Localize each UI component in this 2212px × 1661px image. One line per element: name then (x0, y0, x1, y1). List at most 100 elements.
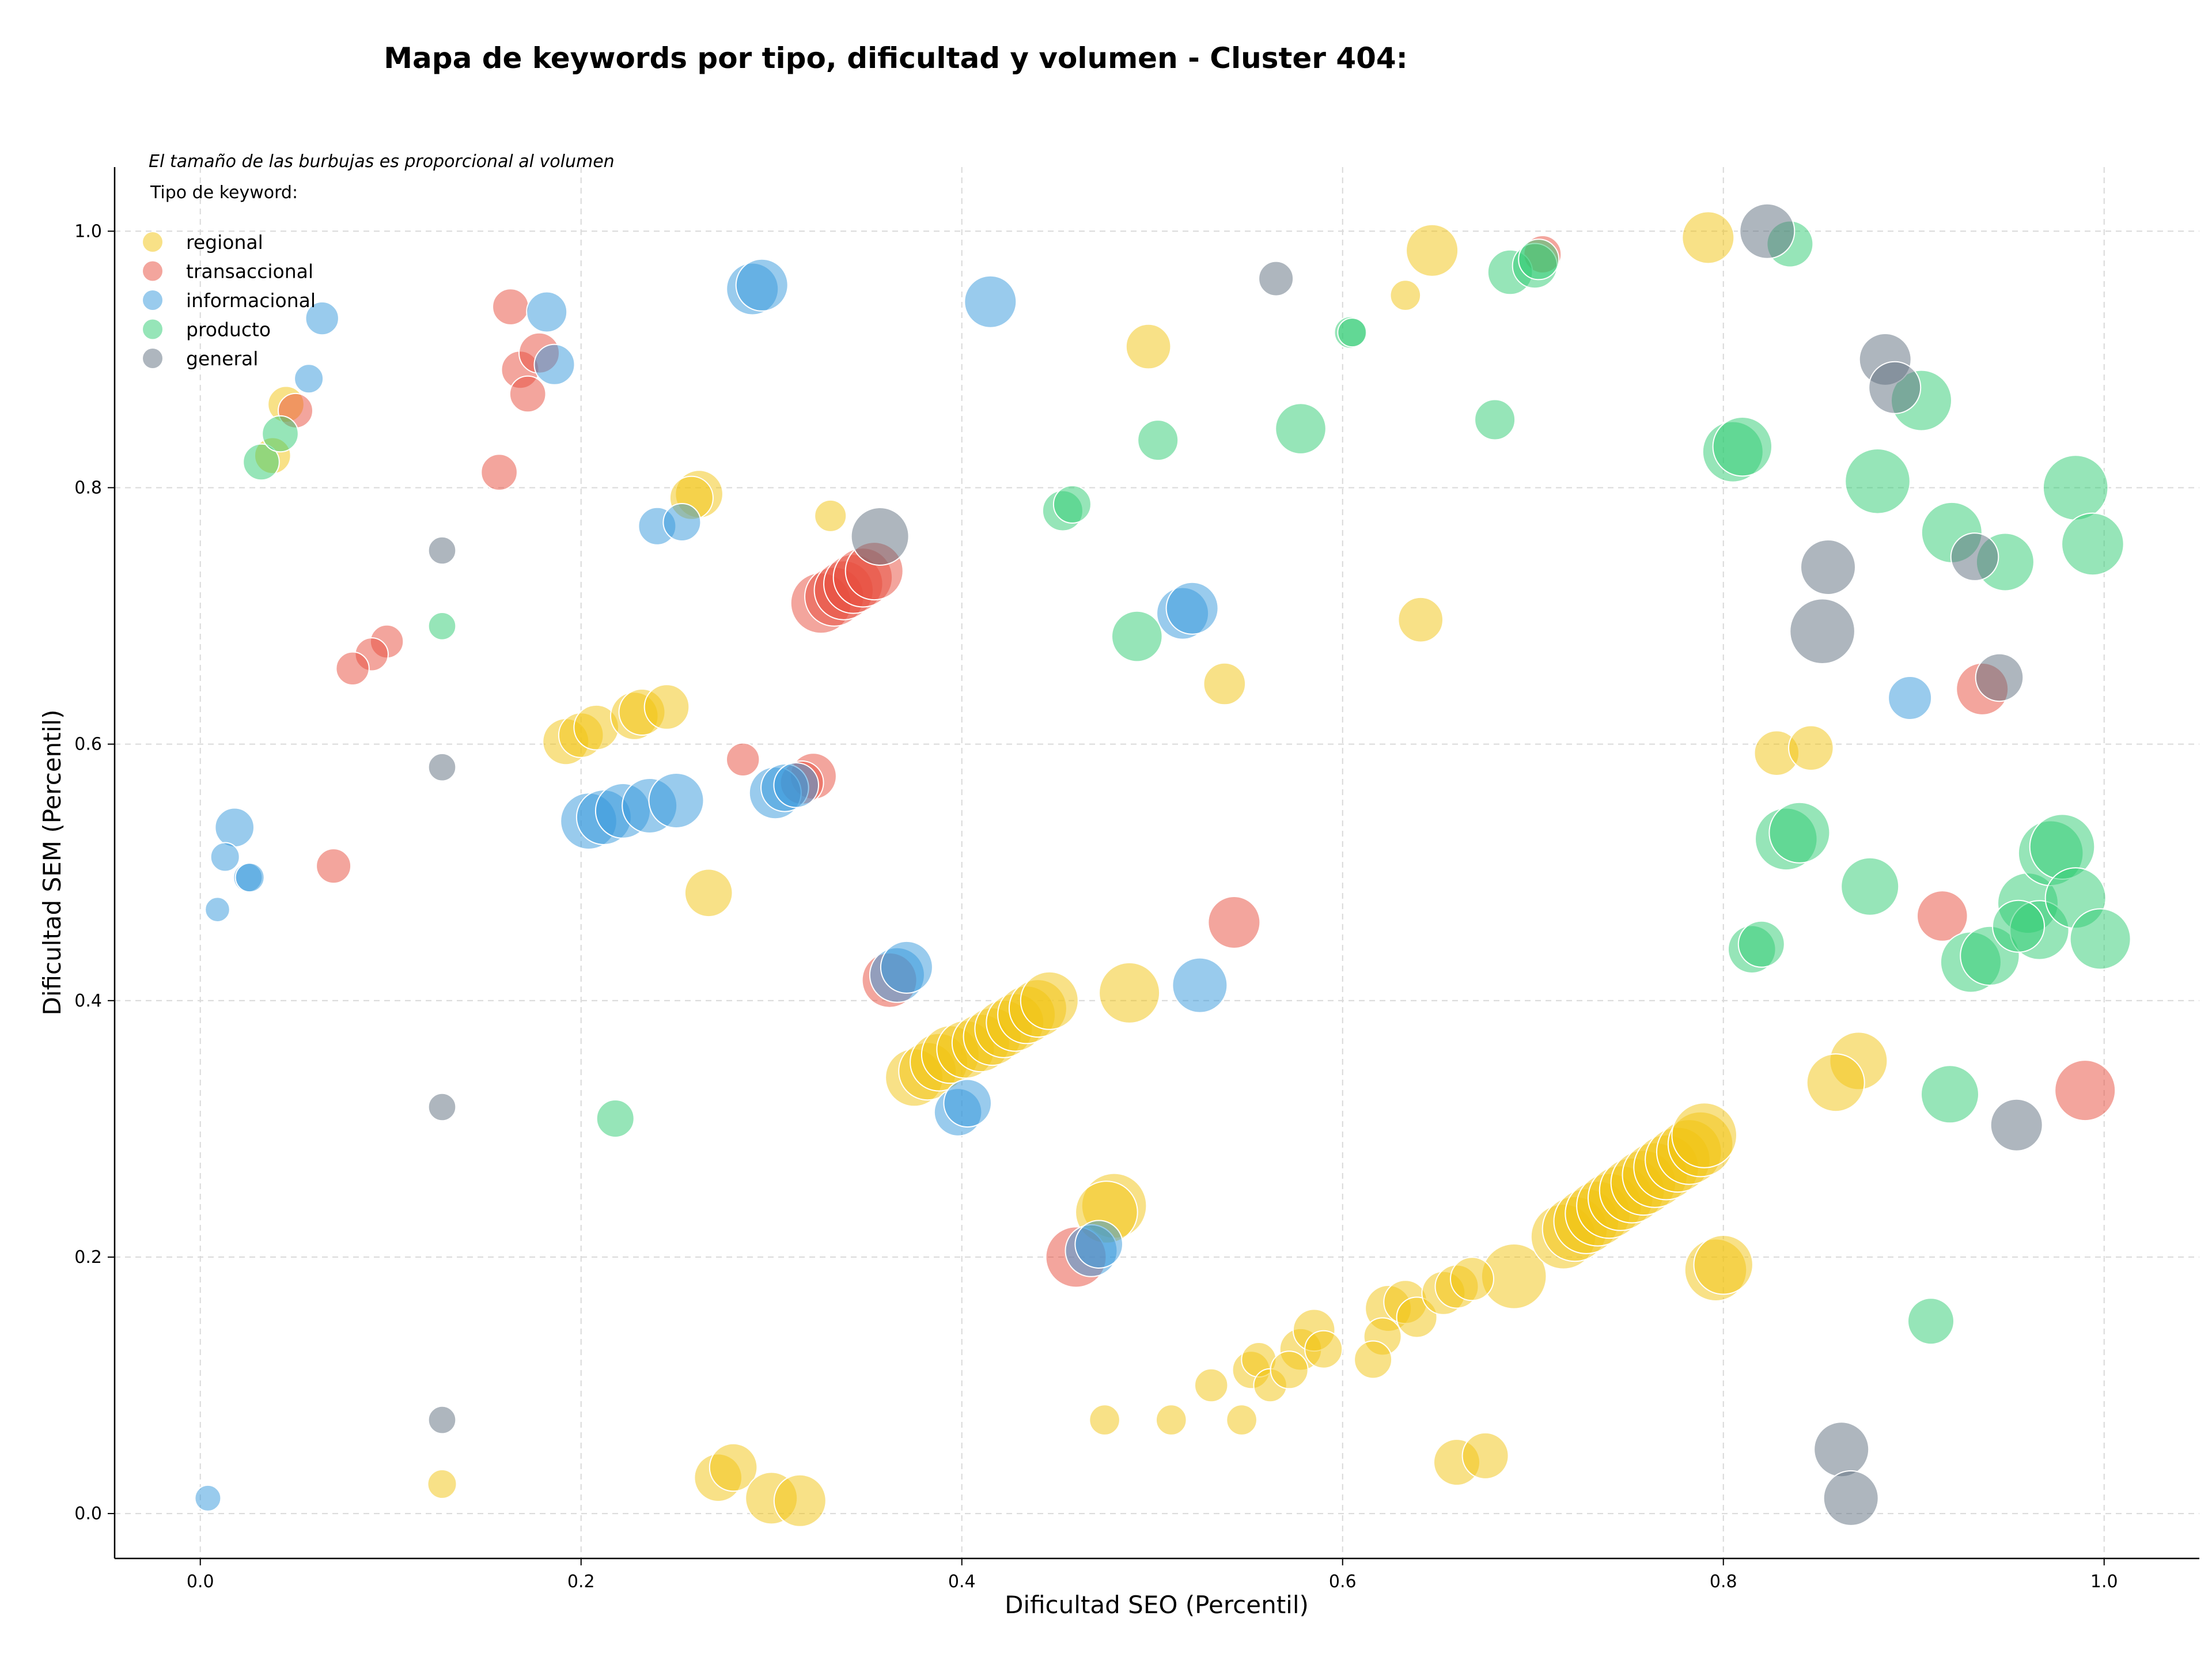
bubble-informacional (526, 291, 568, 333)
bubble-producto (262, 415, 299, 453)
bubble-transaccional (509, 375, 547, 413)
bubble-informacional (533, 343, 575, 385)
series-transaccional (278, 234, 2116, 1288)
bubble-regional (1671, 1102, 1737, 1168)
bubble-regional (1020, 971, 1079, 1030)
legend-title: Tipo de keyword: (150, 183, 298, 203)
bubble-regional (1450, 1257, 1494, 1301)
bubble-general (1739, 203, 1796, 259)
legend-item-informacional: informacional (143, 289, 316, 312)
bubble-regional (643, 684, 690, 730)
series-general (427, 203, 2043, 1526)
bubble-producto (1840, 857, 1900, 916)
bubble-transaccional (492, 288, 529, 326)
bubble-producto (1137, 419, 1179, 461)
bubble-producto (2061, 512, 2124, 576)
bubble-informacional (194, 1484, 222, 1512)
series-producto (243, 220, 2131, 1345)
legend-marker (143, 232, 162, 252)
tick-marks (108, 230, 2105, 1565)
y-tick-label: 0.2 (74, 1247, 102, 1267)
bubble-regional (1194, 1368, 1229, 1403)
bubble-producto (596, 1099, 635, 1138)
legend-item-transaccional: transaccional (143, 260, 313, 283)
legend-label: informacional (186, 289, 316, 312)
bubble-general (1800, 539, 1856, 595)
chart-title: Mapa de keywords por tipo, dificultad y … (384, 41, 1407, 75)
bubble-general (1975, 653, 2024, 702)
bubble-informacional (214, 807, 255, 848)
bubble-producto (1474, 399, 1516, 441)
bubble-producto (1921, 1065, 1979, 1124)
bubble-general (1813, 1421, 1870, 1478)
bubble-general (427, 1405, 457, 1435)
bubble-informacional (1888, 676, 1933, 720)
bubble-informacional (648, 773, 704, 828)
bubble-general (427, 752, 457, 782)
bubble-general (1789, 598, 1855, 664)
bubble-regional (1406, 224, 1459, 277)
bubble-general (1868, 361, 1922, 414)
bubble-producto (243, 443, 280, 481)
bubble-producto (1052, 485, 1092, 524)
bubble-transaccional (2054, 1060, 2116, 1122)
bubble-informacional (1172, 957, 1228, 1013)
bubble-regional (1203, 662, 1247, 706)
bubble-producto (427, 612, 457, 641)
bubble-producto (1737, 920, 1785, 968)
bubble-regional (1089, 1404, 1120, 1436)
legend-marker (143, 319, 162, 339)
bubble-regional (1226, 1404, 1257, 1436)
bubble-producto (2042, 455, 2109, 521)
bubble-regional (773, 1474, 827, 1527)
bubble-producto (1992, 899, 2045, 953)
bubble-informacional (305, 301, 339, 336)
bubble-size-note: El tamaño de las burbujas es proporciona… (149, 152, 615, 172)
y-tick-label: 0.4 (74, 991, 102, 1011)
bubble-informacional (210, 842, 240, 872)
bubble-producto (2069, 908, 2131, 970)
bubble-informacional (234, 862, 265, 893)
bubble-regional (1681, 211, 1735, 264)
bubble-transaccional (1207, 896, 1261, 949)
bubble-informacional (943, 1079, 992, 1128)
legend-label: regional (186, 231, 263, 253)
series-informacional (194, 258, 1933, 1512)
legend-items: regional transaccional informacional produc… (143, 231, 316, 370)
bubble-regional (1099, 962, 1161, 1024)
bubble-regional (1270, 1350, 1309, 1390)
bubble-producto (1844, 448, 1911, 514)
bubble-regional (1461, 1432, 1509, 1480)
bubble-general (1823, 1470, 1879, 1526)
bubble-general (427, 1092, 457, 1122)
y-tick-label: 0.8 (74, 478, 102, 498)
bubble-regional (1304, 1330, 1343, 1369)
bubble-transaccional (335, 651, 370, 686)
bubble-informacional (880, 940, 933, 994)
x-tick-label: 0.4 (948, 1572, 976, 1592)
bubble-transaccional (480, 453, 518, 491)
x-tick-label: 0.0 (187, 1572, 214, 1592)
bubble-producto (1712, 417, 1773, 477)
legend-item-producto: producto (143, 319, 271, 341)
bubble-regional (1693, 1235, 1753, 1295)
bubble-general (1950, 532, 1999, 581)
grid-lines (115, 167, 2199, 1558)
bubble-producto (1907, 1297, 1955, 1345)
axes (113, 167, 2199, 1560)
bubble-producto (1275, 403, 1327, 455)
bubble-producto (1111, 610, 1163, 663)
x-tick-label: 0.2 (567, 1572, 595, 1592)
bubble-transaccional (316, 848, 352, 884)
bubble-producto (1518, 239, 1560, 281)
series-regional (254, 211, 1888, 1527)
legend-label: general (186, 347, 258, 370)
bubble-general (427, 536, 457, 565)
tick-labels: 0.0 0.2 0.4 0.6 0.8 1.0 0.0 0.2 0.4 0.6 0.8 1.0 (74, 221, 2118, 1592)
bubble-general (1990, 1098, 2043, 1152)
bubble-regional (709, 1443, 758, 1492)
bubble-regional (427, 1469, 457, 1499)
bubble-general (1258, 260, 1294, 297)
bubble-regional (1354, 1340, 1393, 1379)
legend: Tipo de keyword: regional transaccional in… (143, 183, 316, 370)
